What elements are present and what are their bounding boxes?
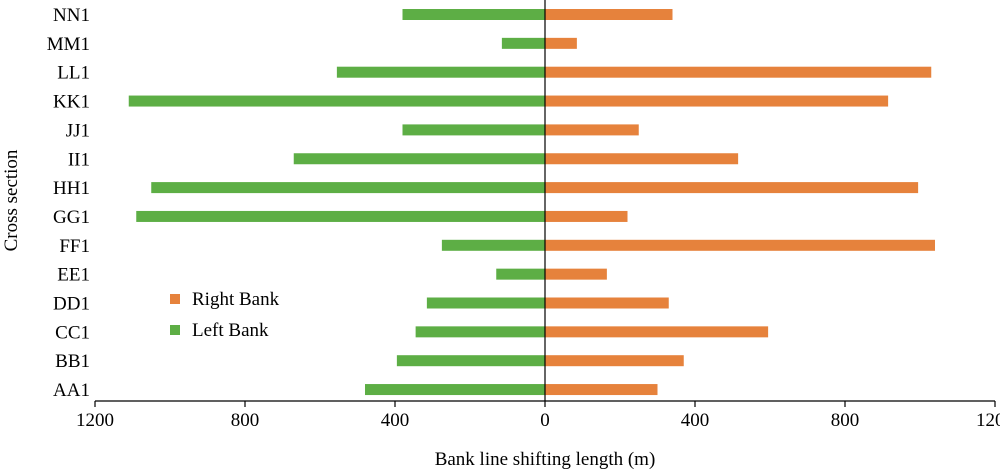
x-tick-label: 800 bbox=[831, 410, 860, 431]
category-label-nn1: NN1 bbox=[53, 5, 90, 26]
bar-right-bank-ll1 bbox=[545, 66, 932, 78]
bar-right-bank-gg1 bbox=[545, 210, 628, 222]
x-tick-label: 400 bbox=[381, 410, 410, 431]
bar-left-bank-dd1 bbox=[426, 297, 545, 309]
bar-right-bank-bb1 bbox=[545, 355, 684, 367]
category-label-gg1: GG1 bbox=[53, 207, 90, 228]
x-tick-label: 800 bbox=[231, 410, 260, 431]
bar-left-bank-hh1 bbox=[151, 182, 545, 194]
bar-right-bank-ii1 bbox=[545, 153, 739, 165]
bar-left-bank-ii1 bbox=[293, 153, 545, 165]
bar-left-bank-ff1 bbox=[441, 239, 545, 251]
legend-label-right-bank: Right Bank bbox=[192, 289, 280, 310]
bar-left-bank-cc1 bbox=[415, 326, 545, 338]
bar-left-bank-mm1 bbox=[501, 37, 545, 49]
bar-left-bank-aa1 bbox=[365, 384, 545, 396]
bar-right-bank-ff1 bbox=[545, 239, 935, 251]
category-label-kk1: KK1 bbox=[53, 92, 90, 113]
legend-swatch-right-bank bbox=[170, 294, 180, 304]
legend-label-left-bank: Left Bank bbox=[192, 320, 269, 341]
y-axis-title: Cross section bbox=[1, 149, 22, 251]
x-tick-label: 1200 bbox=[976, 410, 1000, 431]
bar-left-bank-bb1 bbox=[396, 355, 545, 367]
bar-left-bank-gg1 bbox=[136, 210, 545, 222]
bar-right-bank-jj1 bbox=[545, 124, 639, 136]
x-axis-title: Bank line shifting length (m) bbox=[435, 449, 656, 470]
category-labels: NN1 MM1 LL1 KK1 JJ1 II1 HH1 GG1 FF1 EE1 DD1 CC1 BB1 A… bbox=[47, 5, 90, 401]
x-tick-label: 1200 bbox=[76, 410, 114, 431]
bar-left-bank-jj1 bbox=[402, 124, 545, 136]
x-tick-label: 400 bbox=[681, 410, 710, 431]
bar-left-bank-ll1 bbox=[336, 66, 545, 78]
bar-right-bank-nn1 bbox=[545, 9, 673, 20]
category-label-dd1: DD1 bbox=[53, 294, 90, 315]
category-label-ii1: II1 bbox=[68, 149, 90, 170]
x-tick-label: 0 bbox=[540, 410, 550, 431]
bars-layer bbox=[128, 9, 935, 396]
category-label-jj1: JJ1 bbox=[66, 120, 90, 141]
bar-right-bank-kk1 bbox=[545, 95, 889, 107]
legend: Right Bank Left Bank bbox=[170, 289, 280, 341]
category-label-hh1: HH1 bbox=[53, 178, 90, 199]
bar-left-bank-kk1 bbox=[128, 95, 545, 107]
bar-right-bank-ee1 bbox=[545, 268, 607, 280]
category-label-ff1: FF1 bbox=[59, 236, 90, 257]
category-label-mm1: MM1 bbox=[47, 34, 90, 55]
bar-right-bank-cc1 bbox=[545, 326, 769, 338]
category-label-ee1: EE1 bbox=[57, 265, 90, 286]
bar-right-bank-hh1 bbox=[545, 182, 919, 194]
bar-right-bank-mm1 bbox=[545, 37, 577, 49]
category-label-bb1: BB1 bbox=[55, 351, 90, 372]
category-label-cc1: CC1 bbox=[55, 322, 90, 343]
x-ticks: 1200 800 400 0 400 800 1200 bbox=[76, 401, 1000, 431]
category-label-aa1: AA1 bbox=[53, 380, 90, 401]
bar-right-bank-dd1 bbox=[545, 297, 669, 309]
bar-left-bank-nn1 bbox=[402, 9, 545, 20]
bar-left-bank-ee1 bbox=[496, 268, 545, 280]
legend-swatch-left-bank bbox=[170, 325, 180, 335]
bar-right-bank-aa1 bbox=[545, 384, 658, 396]
category-label-ll1: LL1 bbox=[57, 63, 90, 84]
